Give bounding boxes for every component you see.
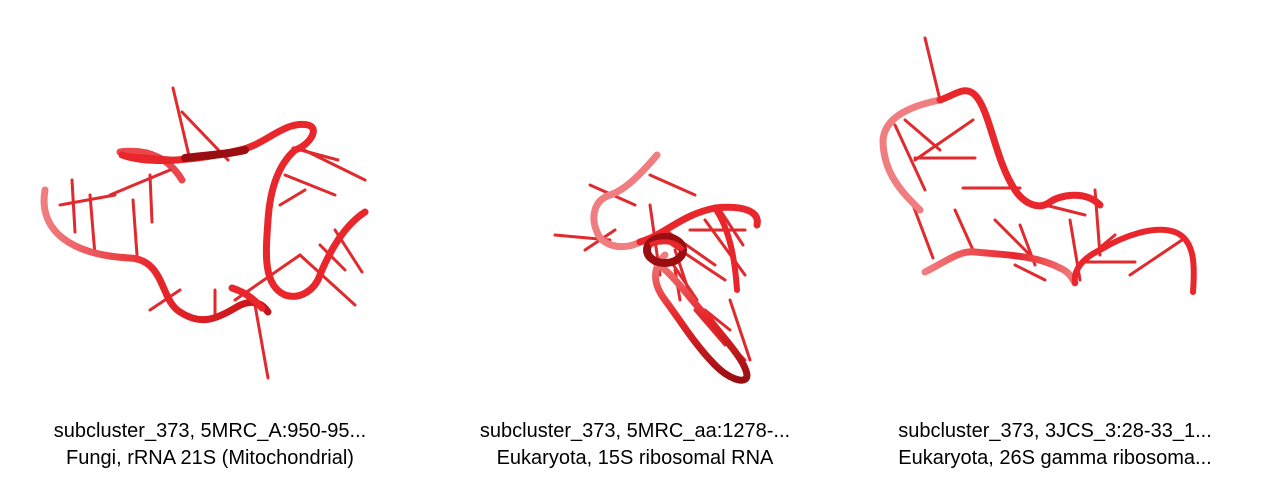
caption-line-2: Fungi, rRNA 21S (Mitochondrial) [66, 447, 354, 469]
backbone [879, 96, 944, 214]
structure-panel-1: subcluster_373, 5MRC_A:950-95... Fungi, … [0, 0, 420, 480]
structure-panel-3: subcluster_373, 3JCS_3:28-33_1... Eukary… [845, 0, 1265, 480]
rna-structure-1 [40, 86, 369, 380]
caption-line-1: subcluster_373, 5MRC_aa:1278-... [479, 420, 791, 442]
structure-panel-2: subcluster_373, 5MRC_aa:1278-... Eukaryo… [425, 0, 845, 480]
structure-caption-2: subcluster_373, 5MRC_aa:1278-... Eukaryo… [425, 418, 845, 472]
backbone [590, 151, 661, 251]
backbone [40, 186, 272, 324]
caption-line-1: subcluster_373, 3JCS_3:28-33_1... [898, 420, 1212, 442]
caption-line-2: Eukaryota, 15S ribosomal RNA [496, 447, 774, 469]
nucleotide-bases [893, 36, 1187, 282]
caption-line-2: Eukaryota, 26S gamma ribosoma... [898, 447, 1212, 469]
nucleotide-bases [58, 86, 367, 380]
structure-caption-1: subcluster_373, 5MRC_A:950-95... Fungi, … [0, 418, 420, 472]
structure-caption-3: subcluster_373, 3JCS_3:28-33_1... Eukary… [845, 418, 1265, 472]
caption-line-1: subcluster_373, 5MRC_A:950-95... [53, 420, 367, 442]
rna-structure-2 [553, 151, 761, 384]
rna-structure-3 [879, 36, 1197, 295]
